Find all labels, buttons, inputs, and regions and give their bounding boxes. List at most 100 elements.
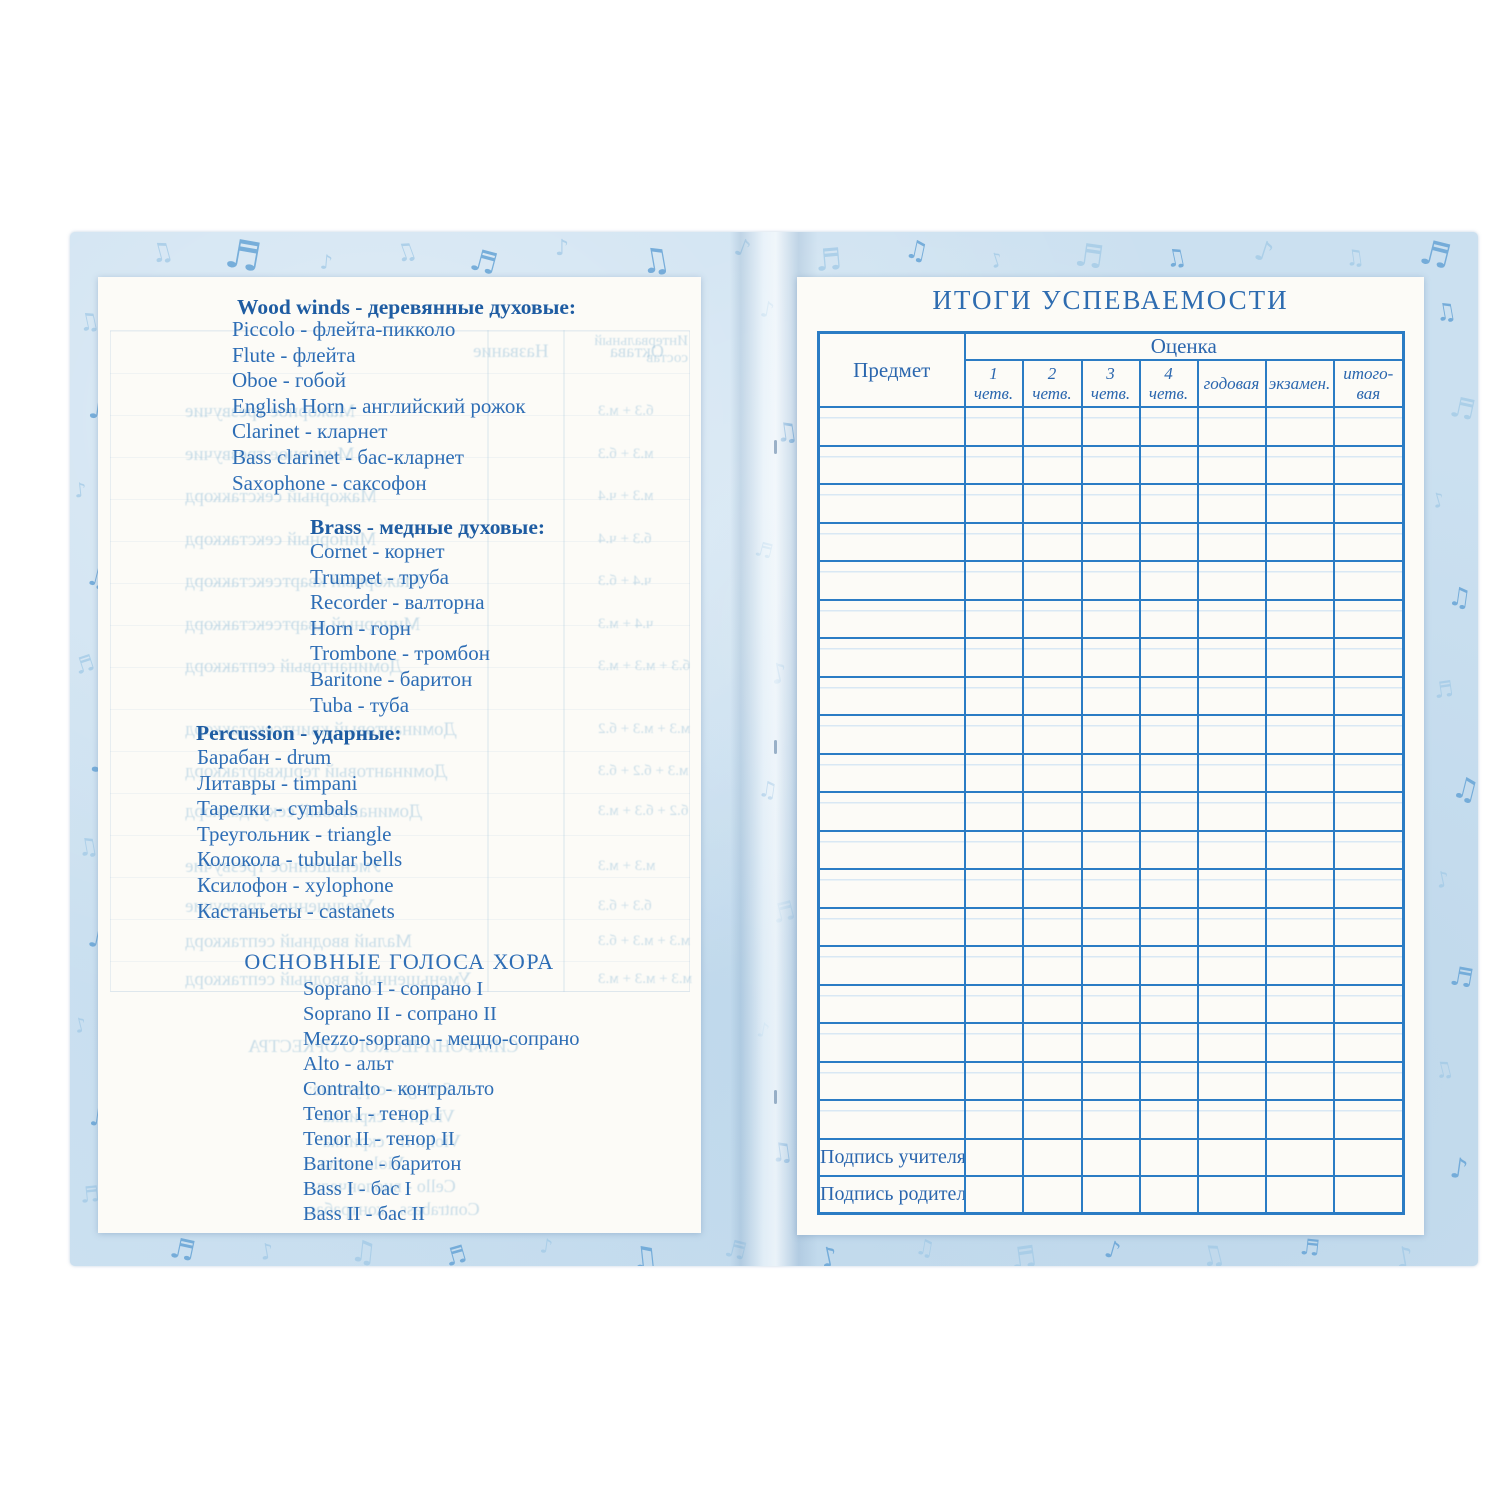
- grade-cell: [1138, 406, 1199, 447]
- choir-voice-item: Mezzo-soprano - меццо-сопрано: [303, 1028, 580, 1050]
- show-through-text: м.3 + б.2 + б.3: [598, 763, 689, 779]
- grade-row: [817, 560, 1405, 601]
- music-note-icon: ♬: [1298, 1235, 1322, 1262]
- music-note-icon: ♪: [1447, 1150, 1471, 1187]
- music-note-icon: ♪: [1433, 866, 1453, 895]
- left-page: Название Октава Интервальный состав Мажорно…: [98, 277, 701, 1233]
- signature-row: Подпись учителя: [817, 1137, 1405, 1177]
- grade-cell: [963, 1022, 1024, 1063]
- glossary-section-heading: Brass - медные духовые:: [310, 515, 546, 539]
- grade-cell: [1264, 1022, 1335, 1063]
- glossary-item: Ксилофон - xylophone: [197, 872, 394, 897]
- grade-cell: [1021, 945, 1083, 986]
- glossary-item: Bass clarinet - бас-кларнет: [232, 444, 464, 469]
- choir-voice-item: Bass II - бас II: [303, 1203, 425, 1225]
- music-note-icon: ♬: [1447, 961, 1476, 995]
- grade-row: [817, 598, 1405, 639]
- show-through-text: б.2 + б.3 + м.3: [598, 803, 689, 819]
- grade-cell: [963, 406, 1024, 447]
- grade-cell: [1138, 637, 1199, 678]
- right-page: ИТОГИ УСПЕВАЕМОСТИ Предмет Оценка 1 четв. 2…: [797, 277, 1424, 1235]
- glossary-item: Тарелки - cymbals: [197, 796, 358, 821]
- grade-cell: [1080, 791, 1141, 832]
- grade-cell: [963, 983, 1024, 1024]
- stitch-mark: [774, 740, 777, 754]
- grade-column-header: годовая: [1196, 359, 1267, 408]
- music-note-icon: ♫: [1446, 581, 1474, 615]
- signature-cell: [1080, 1137, 1141, 1177]
- choir-voice-item: Baritone - баритон: [303, 1153, 462, 1175]
- grade-cell: [1264, 752, 1335, 793]
- grade-column-header: 4 четв.: [1138, 359, 1199, 408]
- grade-cell: [1021, 444, 1083, 485]
- grade-cell: [1080, 675, 1141, 716]
- grade-cell: [1138, 945, 1199, 986]
- choir-voice-item: Tenor I - тенор I: [303, 1103, 442, 1125]
- music-note-icon: ♬: [1007, 1239, 1040, 1266]
- grade-cell: [1080, 406, 1141, 447]
- music-note-icon: ♫: [913, 1234, 937, 1263]
- grade-cell: [1080, 560, 1141, 601]
- grade-row: [817, 829, 1405, 870]
- grade-cell: [1332, 983, 1405, 1024]
- glossary-item: Horn - горн: [310, 615, 411, 640]
- grade-cell: [1021, 675, 1083, 716]
- glossary-item: Clarinet - кларнет: [232, 419, 388, 444]
- grade-cell: [963, 791, 1024, 832]
- signature-cell: [1332, 1174, 1405, 1214]
- grade-column-header: 2 четв.: [1021, 359, 1083, 408]
- stitch-mark: [774, 440, 777, 454]
- grade-cell: [817, 521, 966, 562]
- music-notes-pattern: ♫ ♬ ♪ ♫ ♬ ♪ ♫ ♪ ♬ ♫ ♪ ♬ ♫ ♪ ♫ ♬ ♬ ♪ ♫ ♬ ♪ ♫ ♬ ♪ ♫ ♬ ♪ ♫ ♬ ♪ ♫ ♬ ♪ ♫ ♬ ♪ ♫ ♬ ♪ ♫…: [70, 232, 1478, 1266]
- signature-label-cell: Подпись родителей: [817, 1174, 966, 1214]
- grade-cell: [1264, 483, 1335, 524]
- grade-cell: [963, 714, 1024, 755]
- grade-cell: [1332, 1060, 1405, 1101]
- grade-cell: [1138, 791, 1199, 832]
- grade-cell: [1196, 406, 1267, 447]
- glossary-section-heading: Wood winds - деревянные духовые:: [237, 295, 577, 319]
- music-note-icon: ♪: [816, 1239, 842, 1266]
- music-note-icon: ♫: [74, 831, 101, 863]
- grade-group-header: Оценка: [963, 331, 1405, 361]
- grade-cell: [963, 868, 1024, 909]
- grade-cell: [963, 483, 1024, 524]
- grade-cell: [963, 1060, 1024, 1101]
- glossary-item: Cornet - корнет: [310, 539, 445, 563]
- signature-cell: [1196, 1137, 1267, 1177]
- signature-cell: [1138, 1174, 1199, 1214]
- glossary-item: Trombone - тромбон: [310, 641, 490, 666]
- grade-cell: [1080, 521, 1141, 562]
- grade-row: [817, 752, 1405, 793]
- page-title: ИТОГИ УСПЕВАЕМОСТИ: [932, 285, 1289, 315]
- show-through-text: Октава: [610, 341, 664, 361]
- grade-cell: [963, 906, 1024, 947]
- grade-cell: [1080, 1060, 1141, 1101]
- signature-cell: [1021, 1174, 1083, 1214]
- grade-cell: [817, 406, 966, 447]
- music-note-icon: ♬: [466, 242, 502, 283]
- glossary-item: Барабан - drum: [197, 745, 332, 769]
- glossary-item: Треугольник - triangle: [197, 821, 392, 846]
- grade-cell: [963, 829, 1024, 870]
- glossary-item: Recorder - валторна: [310, 590, 485, 615]
- grade-cell: [1196, 598, 1267, 639]
- signature-cell: [1138, 1137, 1199, 1177]
- music-note-icon: ♪: [1101, 1234, 1124, 1266]
- music-note-icon: ♫: [636, 238, 674, 284]
- grade-column-header: 3 четв.: [1080, 359, 1141, 408]
- grade-cell: [817, 1060, 966, 1101]
- signature-cell: [1080, 1174, 1141, 1214]
- grade-cell: [1332, 406, 1405, 447]
- grade-row: [817, 714, 1405, 755]
- grade-cell: [1138, 1060, 1199, 1101]
- glossary-item-list: Piccolo - флейта-пикколо Flute - флейта Ob…: [232, 317, 526, 496]
- grade-row: [817, 521, 1405, 562]
- grade-column-header: итого- вая: [1332, 359, 1405, 408]
- grade-cell: [1332, 752, 1405, 793]
- grade-cell: [1264, 598, 1335, 639]
- show-through-text: ч.4 + б.3: [598, 573, 652, 589]
- show-through-text: б.3 + б.3: [598, 898, 652, 914]
- music-note-icon: ♫: [146, 235, 177, 271]
